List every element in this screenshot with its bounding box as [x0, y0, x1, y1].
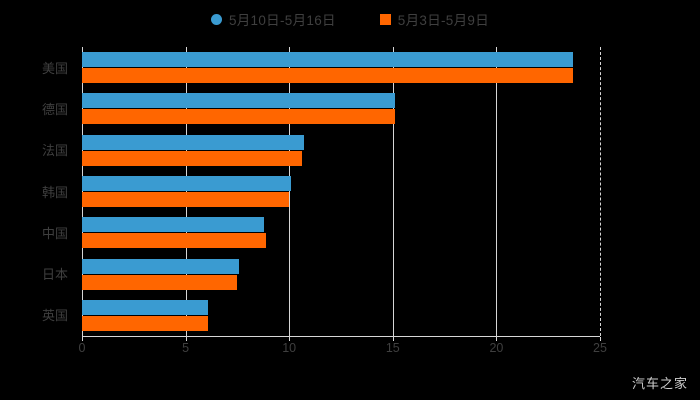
gridline-15	[392, 47, 394, 336]
bar[interactable]	[82, 258, 240, 274]
legend-label-series-1: 5月10日-5月16日	[228, 13, 336, 28]
x-tick-label-5: 5	[182, 341, 190, 355]
x-tick-label-15: 15	[385, 341, 400, 355]
y-axis-label-5: 中国	[41, 225, 68, 241]
x-axis-ticks: 0 5 10 15 20 25	[0, 337, 700, 357]
gridline-25	[600, 47, 601, 336]
legend-label-series-2: 5月3日-5月9日	[397, 13, 490, 28]
y-axis-label-7: 英国	[41, 308, 68, 324]
bar-group	[82, 258, 600, 290]
bar[interactable]	[82, 299, 209, 315]
legend-item-series-1[interactable]: 5月10日-5月16日	[210, 9, 336, 29]
x-tick-label-10: 10	[282, 341, 297, 355]
bar[interactable]	[82, 68, 574, 84]
y-axis-category-labels: 美国德国法国韩国中国日本英国	[0, 47, 76, 336]
bar-group	[82, 299, 600, 331]
x-tick-mark-0	[82, 337, 83, 341]
legend-marker-circle-icon	[210, 13, 222, 25]
y-axis-label-1: 美国	[41, 60, 68, 76]
legend-item-series-2[interactable]: 5月3日-5月9日	[379, 9, 490, 29]
bar[interactable]	[82, 176, 292, 191]
gridline-20	[496, 47, 498, 336]
bar[interactable]	[82, 274, 238, 290]
y-axis-label-3: 法国	[41, 143, 68, 159]
bar-group	[82, 93, 600, 125]
x-tick-label-20: 20	[489, 341, 504, 355]
y-axis-label-4: 韩国	[41, 184, 68, 200]
bar[interactable]	[82, 315, 209, 331]
y-axis-label-6: 日本	[41, 267, 68, 283]
bar[interactable]	[82, 52, 574, 68]
gridline-5	[185, 47, 187, 336]
x-tick-mark-20	[496, 337, 498, 341]
bar[interactable]	[82, 217, 265, 233]
plot-area	[82, 47, 601, 336]
x-tick-mark-25	[600, 337, 601, 341]
bar-group	[82, 176, 600, 207]
legend-marker-square-icon	[379, 13, 391, 25]
x-tick-mark-10	[289, 337, 291, 341]
bar[interactable]	[82, 192, 290, 207]
bar[interactable]	[82, 109, 395, 125]
bar[interactable]	[82, 150, 302, 166]
chart-legend: 5月10日-5月16日 5月3日-5月9日	[0, 6, 700, 32]
bar-group	[82, 52, 600, 84]
gridline-0	[82, 47, 83, 336]
watermark: 汽车之家	[631, 376, 688, 391]
x-tick-label-0: 0	[78, 341, 86, 355]
bar-group	[82, 134, 600, 166]
y-axis-label-2: 德国	[41, 101, 68, 117]
bar[interactable]	[82, 134, 304, 150]
x-tick-mark-15	[392, 337, 394, 341]
gridline-10	[289, 47, 291, 336]
x-tick-mark-5	[185, 337, 187, 341]
bar[interactable]	[82, 233, 267, 249]
x-gridlines	[82, 47, 601, 336]
x-axis-line	[82, 336, 600, 337]
bar-groups	[82, 47, 600, 336]
bar[interactable]	[82, 93, 395, 109]
x-tick-label-25: 25	[593, 341, 607, 355]
bar-group	[82, 217, 600, 249]
